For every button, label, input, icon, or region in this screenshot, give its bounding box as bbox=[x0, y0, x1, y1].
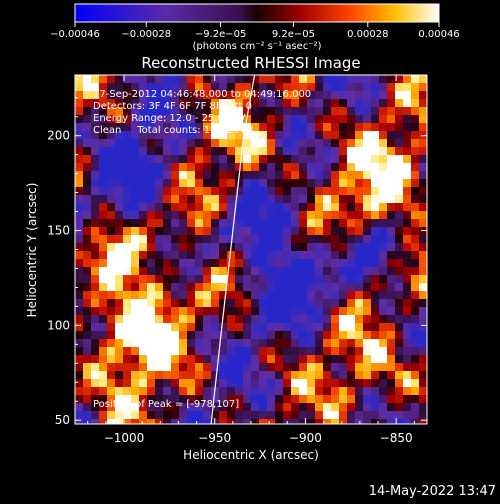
annotation-line: Energy Range: 12.0 - 25.0 keV bbox=[93, 113, 246, 124]
heatmap bbox=[75, 75, 427, 424]
colorbar-ticks: −0.00046 −0.00028 −9.2e−05 9.2e−05 0.00028 0.… bbox=[50, 22, 460, 40]
annotation-line: Clean Total counts: 1.72E+03 bbox=[93, 125, 253, 136]
y-tick-label: 50 bbox=[55, 413, 70, 427]
peak-position-label: Position of Peak = [-978,107] bbox=[93, 399, 239, 410]
annotation-line: Detectors: 3F 4F 6F 7F 8F, Att 0 bbox=[93, 101, 252, 112]
colorbar bbox=[74, 3, 440, 23]
x-tick-label: −1000 bbox=[104, 431, 145, 445]
x-tick-label: −950 bbox=[198, 431, 231, 445]
colorbar-unit-label: (photons cm⁻² s⁻¹ asec⁻²) bbox=[192, 41, 321, 52]
chart-title: Reconstructed RHESSI Image bbox=[141, 54, 360, 72]
y-tick-label: 150 bbox=[47, 224, 70, 238]
colorbar-tick-label: 0.00046 bbox=[418, 29, 459, 40]
observation-annotations: 17-Sep-2012 04:46:48.000 to 04:49:16.000… bbox=[93, 89, 311, 136]
x-tick-label: −850 bbox=[380, 431, 413, 445]
x-tick-label: −900 bbox=[289, 431, 322, 445]
y-axis-label: Heliocentric Y (arcsec) bbox=[25, 183, 39, 318]
colorbar-tick-label: 9.2e−05 bbox=[272, 29, 315, 40]
colorbar-tick-label: −9.2e−05 bbox=[195, 29, 247, 40]
colorbar-tick-label: −0.00028 bbox=[121, 29, 171, 40]
y-tick-label: 100 bbox=[47, 318, 70, 332]
annotation-line: 17-Sep-2012 04:46:48.000 to 04:49:16.000 bbox=[93, 89, 311, 100]
x-axis-ticks: −1000 −950 −900 −850 bbox=[87, 75, 415, 445]
y-tick-label: 200 bbox=[47, 129, 70, 143]
footer-timestamp: 14-May-2022 13:47 bbox=[369, 484, 496, 499]
solar-limb-line bbox=[210, 75, 256, 424]
colorbar-tick-label: −0.00046 bbox=[50, 29, 100, 40]
y-axis-ticks: 50 100 150 200 bbox=[47, 78, 427, 427]
colorbar-tick-label: 0.00028 bbox=[347, 29, 388, 40]
x-axis-label: Heliocentric X (arcsec) bbox=[183, 448, 319, 462]
